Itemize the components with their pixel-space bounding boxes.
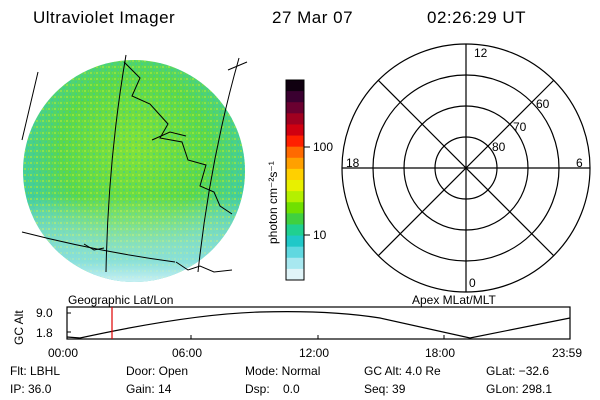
altitude-ytick: 1.8 — [36, 326, 53, 340]
altitude-ytick: 9.0 — [36, 306, 53, 320]
colorbar-segment — [286, 257, 304, 270]
colorbar-segment — [286, 102, 304, 114]
altitude-xtick: 18:00 — [425, 346, 456, 360]
info-glat: GLat: −32.6 — [486, 364, 550, 378]
info-gc-alt: GC Alt: 4.0 Re — [364, 364, 441, 378]
colorbar-segment — [286, 213, 304, 225]
mlat-label: 80 — [492, 140, 506, 154]
colorbar — [286, 80, 304, 281]
info-door: Door: Open — [126, 364, 189, 378]
info-flt: Flt: LBHL — [10, 364, 61, 378]
info-mode: Mode: Normal — [245, 364, 321, 378]
altitude-xtick: 12:00 — [299, 346, 330, 360]
colorbar-segment — [286, 157, 304, 170]
altitude-xtick: 06:00 — [172, 346, 203, 360]
colorbar-segment — [286, 268, 304, 281]
colorbar-segment — [286, 80, 304, 92]
colorbar-segment — [286, 235, 304, 248]
colorbar-tick-label: 100 — [313, 140, 334, 154]
mlt-label-top: 12 — [474, 46, 488, 60]
apex-label: Apex MLat/MLT — [412, 293, 496, 307]
colorbar-segment — [286, 191, 304, 203]
colorbar-segment — [286, 135, 304, 148]
colorbar-segment — [286, 113, 304, 125]
colorbar-segment — [286, 246, 304, 259]
colorbar-frame — [285, 79, 305, 281]
colorbar-segment — [286, 146, 304, 159]
info-gain: Gain: 14 — [126, 382, 172, 396]
info-glon: GLon: 298.1 — [486, 382, 553, 396]
coastline — [123, 61, 233, 215]
mlt-label-bottom: 0 — [469, 276, 476, 290]
date: 27 Mar 07 — [272, 8, 354, 27]
mlat-label: 60 — [536, 97, 550, 111]
uv-image-disk — [23, 60, 245, 282]
colorbar-segment — [286, 224, 304, 237]
title: Ultraviolet Imager — [33, 8, 176, 27]
colorbar-segment — [286, 168, 304, 181]
colorbar-segment — [286, 124, 304, 137]
altitude-xtick: 00:00 — [48, 346, 79, 360]
altitude-xtick: 23:59 — [552, 346, 583, 360]
time-utc: 02:26:29 UT — [427, 8, 527, 27]
polar-grid — [341, 43, 591, 293]
info-seq: Seq: 39 — [364, 382, 406, 396]
altitude-plot — [66, 306, 571, 340]
mlt-label-left: 18 — [346, 156, 360, 170]
colorbar-unit-label: photon cm⁻²s⁻¹ — [266, 161, 280, 244]
mlat-label: 70 — [513, 120, 527, 134]
geographic-grid — [21, 54, 248, 273]
colorbar-tick-label: 10 — [313, 228, 327, 242]
colorbar-segment — [286, 202, 304, 214]
colorbar-segment — [286, 180, 304, 192]
mlt-label-right: 6 — [576, 156, 583, 170]
altitude-ylabel: GC Alt — [12, 310, 26, 345]
geographic-label: Geographic Lat/Lon — [68, 293, 174, 307]
info-dsp: Dsp: 0.0 — [245, 382, 300, 396]
info-ip: IP: 36.0 — [10, 382, 52, 396]
colorbar-segment — [286, 91, 304, 103]
altitude-curve — [66, 311, 571, 339]
